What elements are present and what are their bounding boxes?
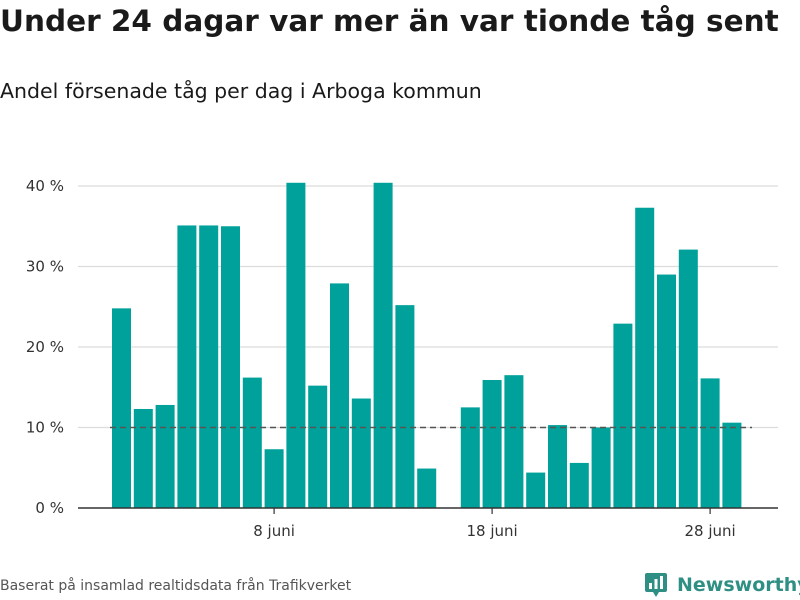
y-tick-label: 0 % xyxy=(35,499,64,517)
bar[interactable] xyxy=(460,407,480,508)
y-tick-label: 30 % xyxy=(26,258,64,276)
bar[interactable] xyxy=(504,375,524,508)
bar[interactable] xyxy=(722,422,742,508)
bar[interactable] xyxy=(373,182,393,508)
bar[interactable] xyxy=(613,323,633,508)
chart-title: Under 24 dagar var mer än var tionde tåg… xyxy=(0,4,779,38)
bar[interactable] xyxy=(591,427,611,509)
bar[interactable] xyxy=(286,182,306,508)
x-tick-label: 28 juni xyxy=(684,522,735,540)
x-tick-label: 18 juni xyxy=(466,522,517,540)
bars xyxy=(112,182,742,509)
bar[interactable] xyxy=(700,378,720,508)
bar[interactable] xyxy=(155,404,175,508)
bar[interactable] xyxy=(678,249,698,508)
bar[interactable] xyxy=(482,380,502,508)
bar[interactable] xyxy=(242,377,262,508)
bar[interactable] xyxy=(548,425,567,508)
bar[interactable] xyxy=(199,225,219,508)
brand-logo[interactable]: Newsworthy xyxy=(644,570,800,600)
newsworthy-logo-icon xyxy=(645,573,667,597)
brand-name: Newsworthy xyxy=(677,574,800,596)
bar[interactable] xyxy=(330,283,349,508)
bar[interactable] xyxy=(133,408,153,508)
bar[interactable] xyxy=(657,274,676,508)
source-note: Baserat på insamlad realtidsdata från Tr… xyxy=(0,578,352,594)
chart-subtitle: Andel försenade tåg per dag i Arboga kom… xyxy=(0,79,482,103)
bar[interactable] xyxy=(264,449,284,508)
y-tick-label: 20 % xyxy=(26,338,64,356)
y-tick-label: 40 % xyxy=(26,177,64,195)
bar[interactable] xyxy=(308,385,328,508)
bar[interactable] xyxy=(351,398,371,508)
bar[interactable] xyxy=(569,462,589,508)
x-tick-label: 8 juni xyxy=(253,522,295,540)
bar[interactable] xyxy=(417,468,437,508)
bar[interactable] xyxy=(635,207,655,509)
x-axis-ticks: 8 juni 18 juni 28 juni xyxy=(253,508,736,540)
bar[interactable] xyxy=(395,305,415,508)
bar[interactable] xyxy=(221,226,240,508)
y-tick-label: 10 % xyxy=(26,419,64,437)
bar[interactable] xyxy=(112,308,131,508)
bar[interactable] xyxy=(526,472,546,508)
bar[interactable] xyxy=(177,225,197,508)
y-axis-ticks: 0 % 10 % 20 % 30 % 40 % xyxy=(26,177,64,517)
